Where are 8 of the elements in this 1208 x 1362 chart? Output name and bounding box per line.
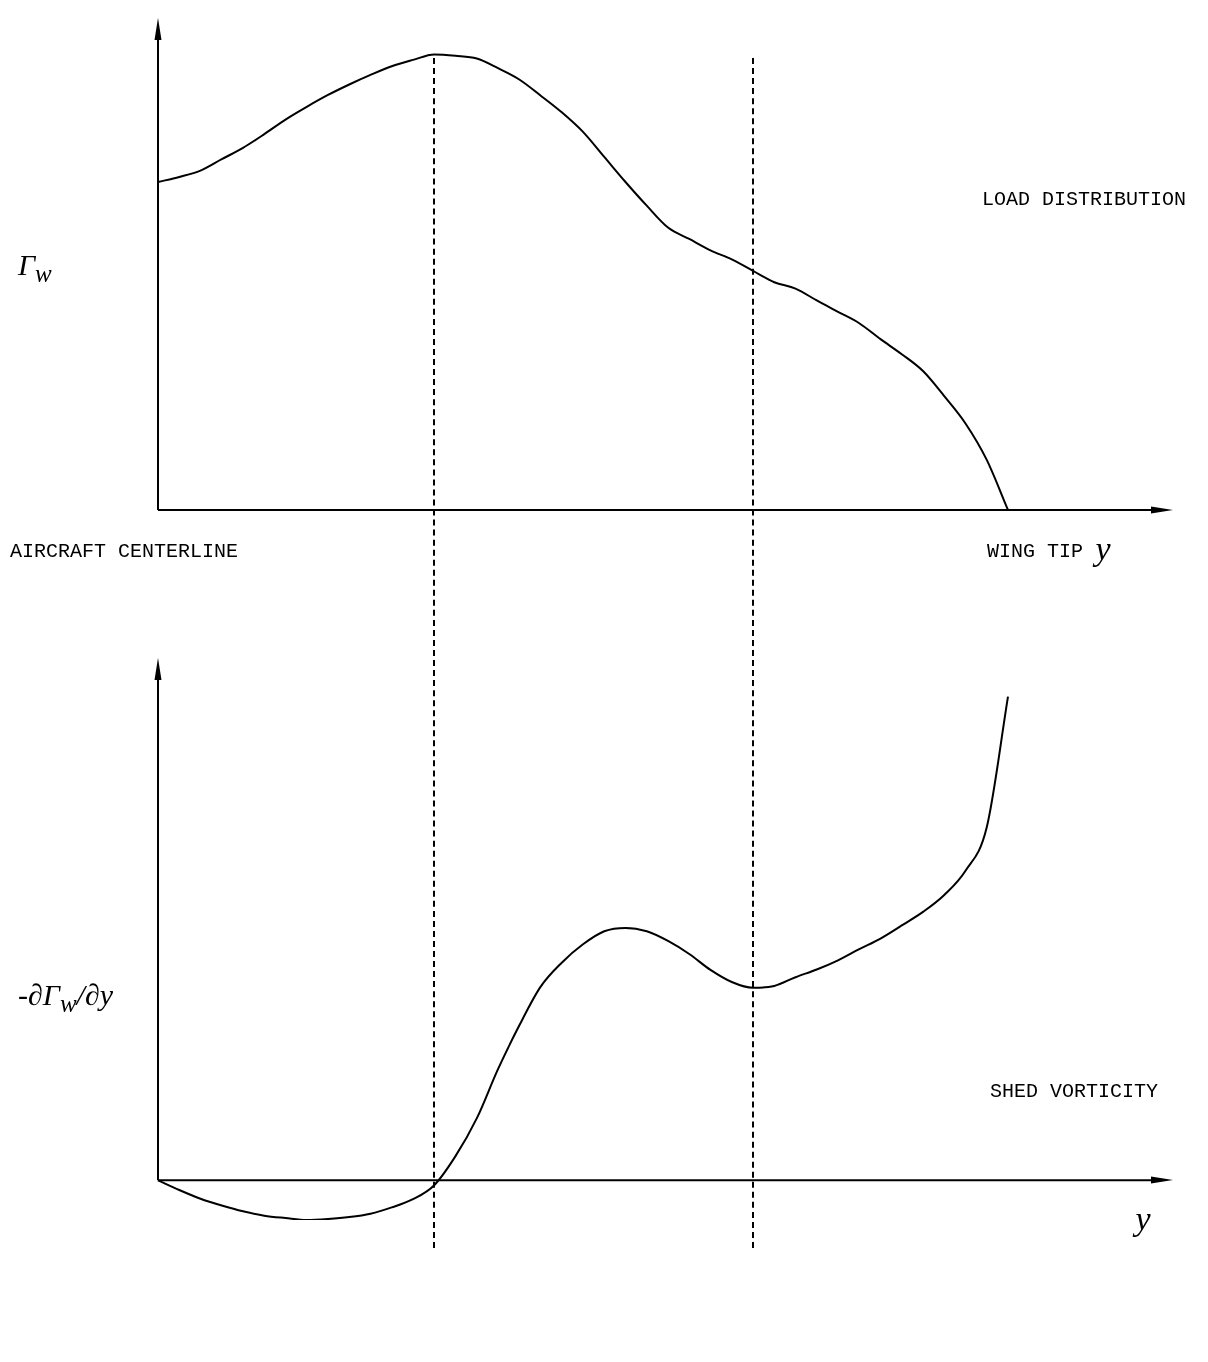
annotation: LOAD DISTRIBUTION bbox=[981, 188, 1186, 212]
text: AIRCRAFT CENTERLINE bbox=[10, 540, 239, 564]
text: WING TIP bbox=[986, 540, 1083, 564]
x-axis-title: y bbox=[1132, 1200, 1152, 1238]
y-axis-title: Γ$_{w}$ bbox=[18, 248, 52, 288]
annotation: SHED VORTICITY bbox=[989, 1079, 1158, 1103]
y-axis-title: -∂Γ$_{w}$/∂y bbox=[18, 978, 114, 1018]
x-axis-title: y bbox=[1092, 529, 1112, 567]
